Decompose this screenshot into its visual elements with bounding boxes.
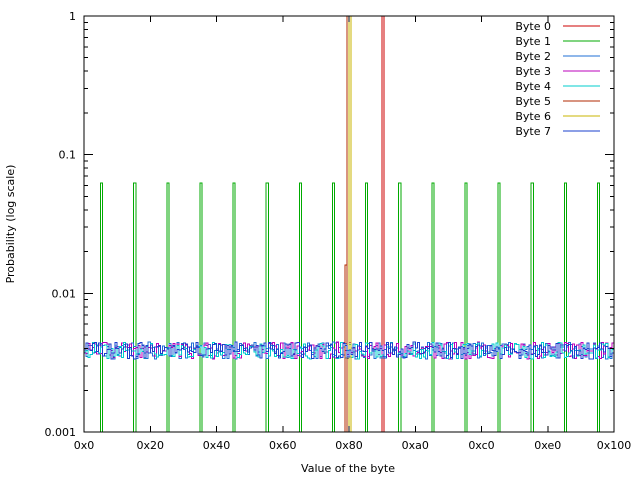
x-tick-label: 0xe0: [534, 439, 561, 452]
ticks-layer: 0x0 0x20 0x40 0x60 0x80 0xa0 0xc0 0xe0 0x100 0.00…: [45, 10, 632, 452]
y-tick-label: 0.001: [45, 426, 77, 439]
y-tick-label: 0.1: [59, 149, 77, 162]
legend-label-byte-5: Byte 5: [515, 95, 551, 108]
x-tick-label: 0x0: [74, 439, 95, 452]
legend-label-byte-0: Byte 0: [515, 20, 551, 33]
x-axis-label: Value of the byte: [301, 462, 395, 475]
y-tick-label: 1: [69, 10, 76, 23]
legend-label-byte-4: Byte 4: [515, 80, 551, 93]
x-tick-label: 0x20: [136, 439, 164, 452]
legend-label-byte-3: Byte 3: [515, 65, 551, 78]
legend-label-byte-7: Byte 7: [515, 125, 551, 138]
legend-label-byte-6: Byte 6: [515, 110, 551, 123]
x-tick-label: 0x100: [597, 439, 632, 452]
x-tick-label: 0x60: [269, 439, 297, 452]
x-tick-label: 0xc0: [468, 439, 494, 452]
legend-label-byte-1: Byte 1: [515, 35, 551, 48]
legend: Byte 0 Byte 1 Byte 2 Byte 3 Byte 4 Byte 5 Byte…: [515, 20, 600, 138]
y-axis-label: Probability (log scale): [4, 165, 17, 284]
x-tick-label: 0x40: [203, 439, 231, 452]
legend-label-byte-2: Byte 2: [515, 50, 551, 63]
series-line-byte-7: [84, 341, 614, 360]
x-tick-label: 0xa0: [402, 439, 429, 452]
y-tick-label: 0.01: [52, 287, 77, 300]
x-tick-label: 0x80: [335, 439, 363, 452]
